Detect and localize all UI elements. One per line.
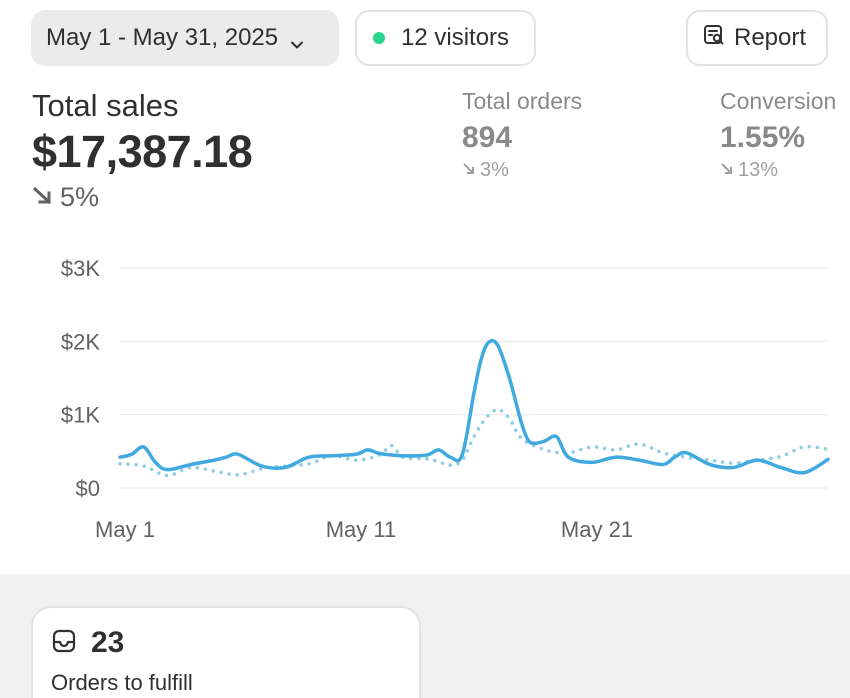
conversion-label: Conversion (720, 88, 837, 114)
arrow-down-right-icon (720, 159, 738, 182)
total-sales-label: Total sales (32, 88, 179, 123)
visitors-label: 12 visitors (401, 24, 510, 51)
inbox-icon (51, 628, 77, 659)
date-range-picker[interactable]: May 1 - May 31, 2025 (31, 10, 339, 66)
total-orders-metric[interactable]: Total orders 894 3% (462, 88, 582, 182)
total-sales-value: $17,387.18 (32, 126, 253, 177)
sales-chart-svg: $3K $2K $1K $0 May 1 May 11 May 21 (61, 256, 830, 542)
conversion-delta: 13% (720, 159, 836, 182)
arrow-down-right-icon (462, 159, 480, 182)
y-tick-label: $0 (76, 476, 100, 501)
y-tick-label: $3K (61, 256, 100, 281)
bottom-section: 23 Orders to fulfill (0, 574, 850, 698)
x-tick-label: May 21 (561, 517, 633, 542)
total-sales-delta: 5% (32, 182, 252, 213)
conversion-metric[interactable]: Conversion 1.55% 13% (720, 88, 836, 182)
total-orders-delta-value: 3% (480, 159, 509, 181)
total-orders-value: 894 (462, 121, 513, 154)
orders-to-fulfill-caption: Orders to fulfill (51, 670, 193, 695)
orders-to-fulfill-count: 23 (91, 626, 125, 659)
arrow-down-right-icon (32, 182, 60, 213)
live-visitors-button[interactable]: 12 visitors (355, 10, 536, 66)
total-orders-delta: 3% (462, 159, 582, 182)
live-status-dot-icon (373, 32, 385, 44)
conversion-delta-value: 13% (738, 159, 779, 181)
top-toolbar: May 1 - May 31, 2025 12 visitors Report (31, 10, 828, 66)
previous-period-series-line (118, 407, 830, 478)
current-period-series-line (118, 339, 830, 475)
conversion-value: 1.55% (720, 121, 806, 154)
date-range-label: May 1 - May 31, 2025 (46, 24, 279, 51)
y-tick-label: $1K (61, 403, 100, 428)
orders-to-fulfill-card[interactable]: 23 Orders to fulfill (31, 606, 421, 698)
x-tick-label: May 1 (95, 517, 155, 542)
x-tick-label: May 11 (326, 517, 397, 542)
report-icon (702, 23, 734, 54)
chevron-down-icon (290, 31, 304, 49)
total-sales-delta-value: 5% (60, 182, 100, 212)
total-sales-metric[interactable]: Total sales $17,387.18 5% (32, 88, 253, 213)
y-tick-label: $2K (61, 329, 100, 354)
total-orders-label: Total orders (462, 88, 583, 114)
report-label: Report (734, 24, 807, 51)
sales-line-chart[interactable]: $3K $2K $1K $0 May 1 May 11 May 21 (0, 240, 850, 560)
report-button[interactable]: Report (686, 10, 828, 66)
